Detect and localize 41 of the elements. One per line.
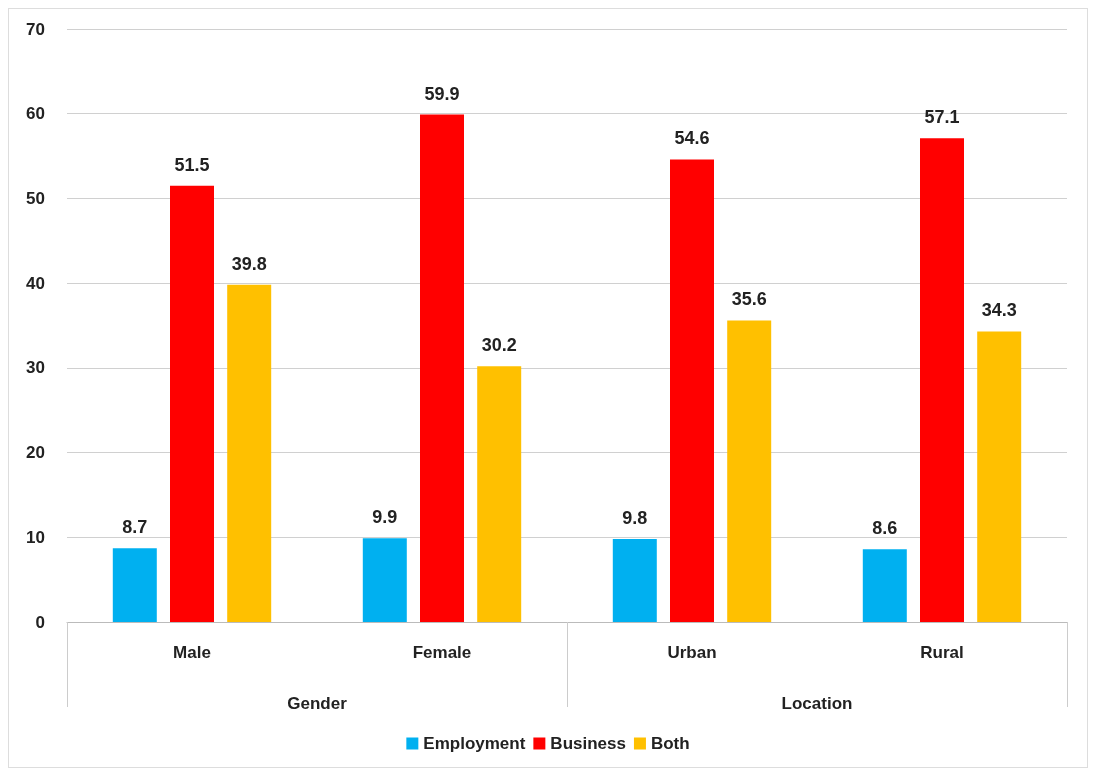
bar (862, 549, 907, 622)
legend-label: Employment (423, 734, 526, 753)
legend-label: Both (650, 734, 690, 753)
data-label: 57.1 (924, 107, 960, 128)
data-label: 59.9 (424, 83, 460, 104)
y-tick-label: 10 (26, 527, 45, 547)
bar (477, 366, 522, 622)
data-label: 51.5 (174, 154, 210, 175)
text: Gender (287, 694, 348, 713)
data-label: 8.7 (122, 517, 148, 538)
x-tick-label: Rural (920, 643, 964, 662)
data-label: 9.9 (372, 507, 398, 528)
y-tick-label: 60 (26, 104, 45, 124)
y-tick-label: 0 (35, 612, 45, 632)
x-tick-label: Female (412, 643, 472, 662)
bar (420, 114, 464, 622)
bar (670, 159, 714, 622)
bar (227, 284, 272, 622)
x-tick-label: Male (173, 643, 211, 662)
data-label: 39.8 (231, 253, 267, 274)
data-label: 34.3 (981, 300, 1017, 321)
text: Location (781, 694, 853, 713)
y-tick-label: 50 (26, 188, 45, 208)
data-label: 9.8 (622, 507, 648, 528)
legend-label: Business (550, 734, 626, 753)
bar (977, 331, 1022, 622)
bar (727, 320, 772, 622)
y-tick-label: 30 (26, 358, 45, 378)
y-tick-label: 40 (26, 273, 45, 293)
data-label: 8.6 (872, 518, 898, 539)
bar (170, 185, 214, 622)
bar (612, 538, 657, 622)
bar (112, 548, 157, 622)
data-label: 35.6 (731, 289, 767, 310)
data-label: 30.2 (481, 335, 517, 356)
y-tick-label: 20 (26, 443, 45, 463)
bar (920, 138, 964, 622)
bar (362, 538, 407, 622)
data-label: 54.6 (674, 128, 710, 149)
y-tick-label: 70 (26, 19, 45, 39)
x-tick-label: Urban (667, 643, 717, 662)
